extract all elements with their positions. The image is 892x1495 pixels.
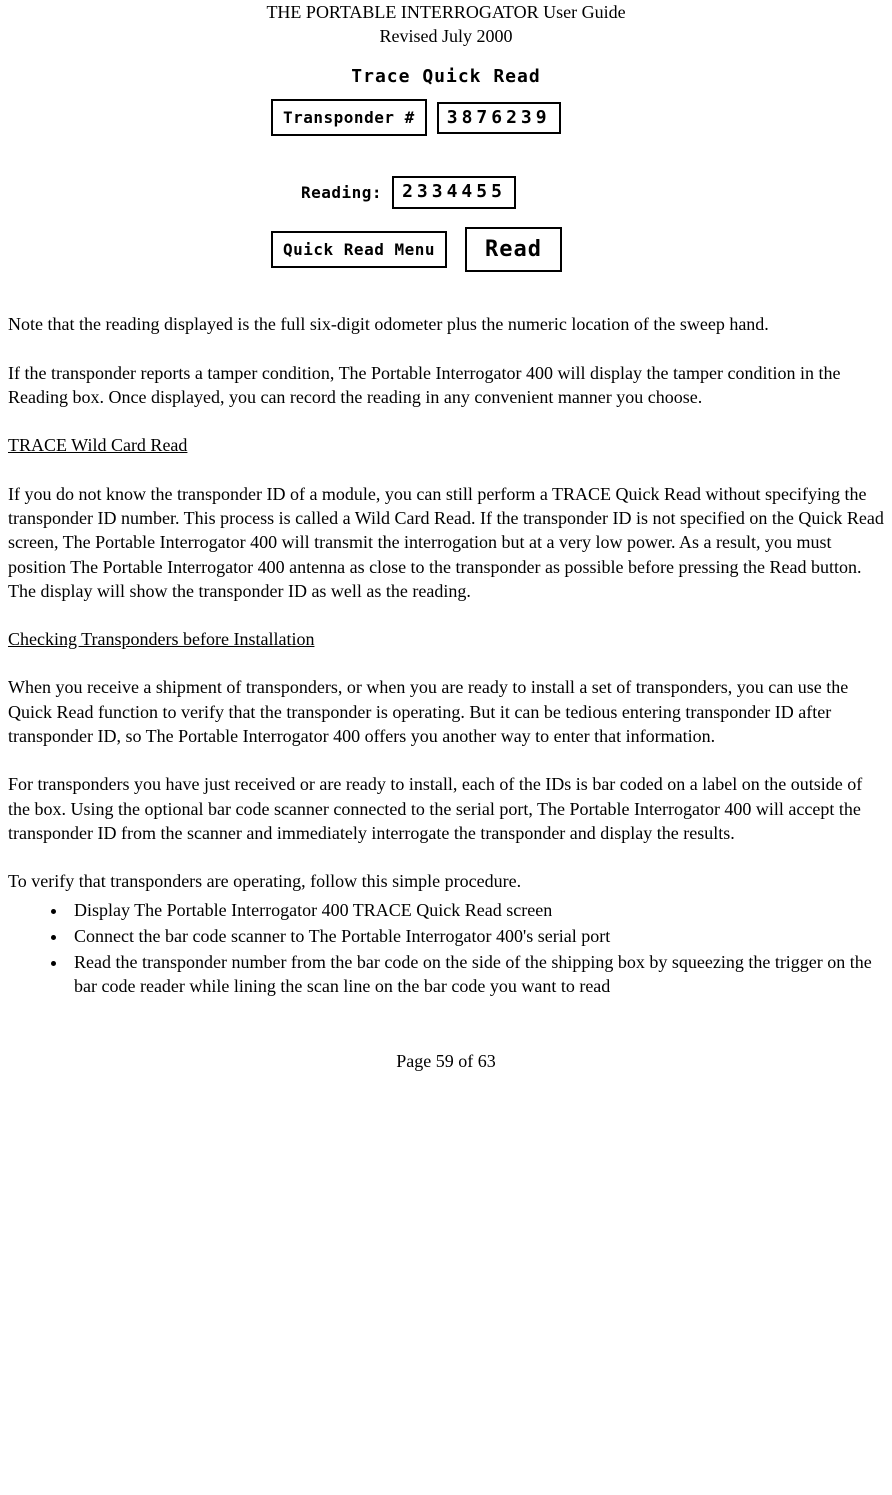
read-button[interactable]: Read: [465, 227, 562, 273]
document-title: THE PORTABLE INTERROGATOR User Guide: [8, 0, 884, 24]
paragraph-5: For transponders you have just received …: [8, 772, 884, 845]
paragraph-4: When you receive a shipment of transpond…: [8, 675, 884, 748]
list-item: Display The Portable Interrogator 400 TR…: [68, 898, 884, 922]
procedure-list: Display The Portable Interrogator 400 TR…: [8, 898, 884, 999]
document-header: THE PORTABLE INTERROGATOR User Guide Rev…: [8, 0, 884, 49]
transponder-label: Transponder #: [271, 99, 427, 137]
screen-title: Trace Quick Read: [271, 65, 621, 89]
procedure-intro: To verify that transponders are operatin…: [8, 869, 884, 893]
paragraph-1: Note that the reading displayed is the f…: [8, 312, 884, 336]
section-heading-checking: Checking Transponders before Installatio…: [8, 627, 884, 651]
paragraph-2: If the transponder reports a tamper cond…: [8, 361, 884, 410]
section-heading-wildcard: TRACE Wild Card Read: [8, 433, 884, 457]
paragraph-3: If you do not know the transponder ID of…: [8, 482, 884, 603]
reading-row: Reading: 2334455: [301, 176, 621, 208]
quick-read-menu-button[interactable]: Quick Read Menu: [271, 231, 447, 269]
device-screenshot: Trace Quick Read Transponder # 3876239 R…: [263, 59, 629, 283]
page-footer: Page 59 of 63: [8, 1049, 884, 1073]
list-item: Connect the bar code scanner to The Port…: [68, 924, 884, 948]
document-revised: Revised July 2000: [8, 24, 884, 48]
reading-value: 2334455: [392, 176, 516, 208]
transponder-value: 3876239: [437, 102, 561, 134]
reading-label: Reading:: [301, 182, 382, 204]
list-item: Read the transponder number from the bar…: [68, 950, 884, 999]
bottom-row: Quick Read Menu Read: [271, 227, 621, 273]
transponder-row: Transponder # 3876239: [271, 99, 621, 137]
